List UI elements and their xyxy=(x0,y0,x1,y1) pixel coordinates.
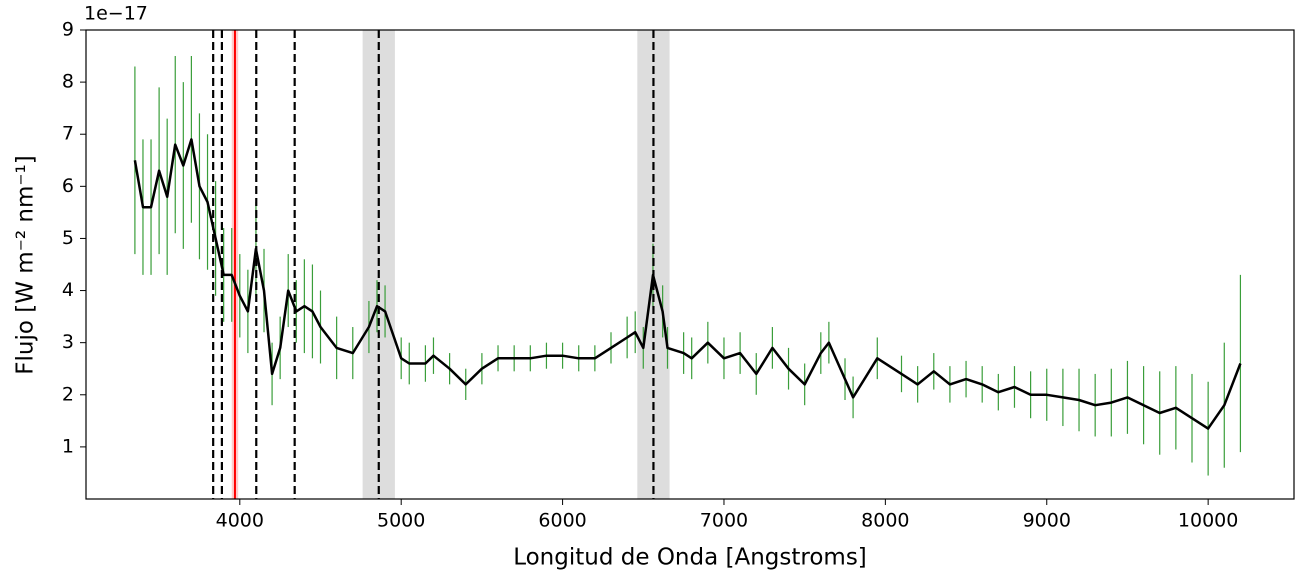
y-offset-label: 1e−17 xyxy=(84,3,148,25)
y-tick-label: 6 xyxy=(62,175,74,197)
x-tick-label: 9000 xyxy=(1023,510,1071,532)
y-tick-label: 7 xyxy=(62,123,74,145)
plot-frame xyxy=(85,29,1295,500)
y-tick-label: 9 xyxy=(62,19,74,41)
y-tick-label: 2 xyxy=(62,383,74,405)
y-axis-label: Flujo [W m⁻² nm⁻¹] xyxy=(13,155,39,374)
x-tick-label: 5000 xyxy=(377,510,425,532)
x-axis-label: Longitud de Onda [Angstroms] xyxy=(513,545,867,571)
spectrum-line xyxy=(133,138,1242,430)
y-tick-label: 1 xyxy=(62,435,74,457)
y-tick-label: 4 xyxy=(62,279,74,301)
x-tick-label: 8000 xyxy=(861,510,909,532)
x-tick-label: 7000 xyxy=(700,510,748,532)
x-tick-label: 10000 xyxy=(1178,510,1238,532)
x-tick-label: 4000 xyxy=(216,510,264,532)
y-tick-label: 3 xyxy=(62,331,74,353)
y-tick-label: 8 xyxy=(62,71,74,93)
y-tick-label: 5 xyxy=(62,227,74,249)
x-tick-label: 6000 xyxy=(538,510,586,532)
